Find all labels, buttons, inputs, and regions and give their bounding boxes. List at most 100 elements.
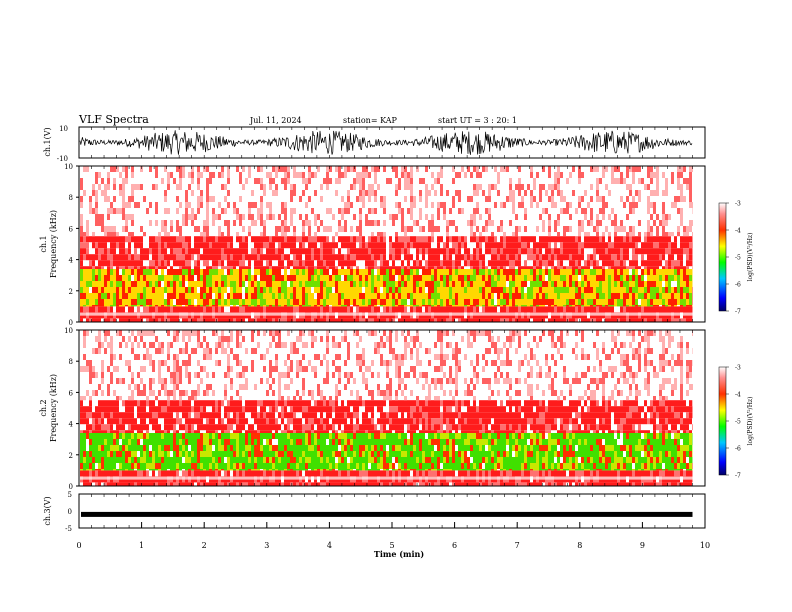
spectrogram-cell: [143, 451, 146, 457]
spectrogram-cell: [272, 166, 275, 172]
spectrogram-cell: [674, 266, 677, 269]
spectrogram-cell: [497, 266, 500, 269]
spectrogram-cell: [95, 430, 98, 433]
spectrogram-cell: [140, 400, 143, 407]
spectrogram-cell: [179, 457, 182, 463]
spectrogram-cell: [329, 254, 332, 261]
spectrogram-cell: [638, 266, 641, 269]
spectrogram-cell: [227, 190, 230, 196]
spectrogram-cell: [248, 281, 251, 287]
spectrogram-cell: [98, 406, 101, 413]
spectrogram-cell: [596, 318, 599, 322]
spectrogram-cell: [353, 269, 356, 275]
spectrogram-cell: [110, 236, 113, 243]
spectrogram-cell: [635, 299, 638, 305]
spectrogram-cell: [575, 236, 578, 243]
spectrogram-cell: [596, 287, 599, 293]
spectrogram-cell: [230, 348, 233, 354]
spectrogram-cell: [290, 236, 293, 243]
spectrogram-cell: [80, 470, 83, 477]
spectrogram-cell: [173, 287, 176, 293]
spectrogram-cell: [623, 202, 626, 208]
spectrogram-cell: [632, 242, 635, 249]
spectrogram-cell: [146, 451, 149, 457]
spectrogram-cell: [524, 242, 527, 249]
spectrogram-cell: [278, 299, 281, 305]
spectrogram-cell: [548, 196, 551, 202]
spectrogram-cell: [122, 208, 125, 214]
spectrogram-cell: [131, 184, 134, 190]
spectrogram-cell: [116, 396, 119, 401]
spectrogram-cell: [686, 287, 689, 293]
spectrogram-cell: [185, 299, 188, 305]
spectrogram-cell: [200, 242, 203, 249]
spectrogram-cell: [113, 418, 116, 425]
spectrogram-cell: [572, 190, 575, 196]
spectrogram-cell: [200, 412, 203, 419]
spectrogram-cell: [389, 293, 392, 299]
spectrogram-cell: [374, 260, 377, 267]
spectrogram-cell: [251, 305, 254, 307]
spectrogram-cell: [680, 254, 683, 261]
spectrogram-cell: [443, 214, 446, 220]
spectrogram-cell: [344, 202, 347, 208]
spectrogram-cell: [365, 214, 368, 220]
spectrogram-cell: [557, 232, 560, 237]
spectrogram-cell: [677, 226, 680, 232]
spectrogram-cell: [101, 366, 104, 372]
spectrogram-cell: [632, 236, 635, 243]
spectrogram-cell: [218, 214, 221, 220]
spectrogram-cell: [161, 220, 164, 226]
spectrogram-cell: [101, 412, 104, 419]
spectrogram-cell: [221, 305, 224, 307]
spectrogram-cell: [245, 269, 248, 275]
spectrogram-cell: [197, 482, 200, 486]
spectrogram-cell: [131, 439, 134, 445]
spectrogram-cell: [647, 166, 650, 172]
spectrogram-cell: [104, 424, 107, 431]
spectrogram-cell: [425, 184, 428, 190]
spectrogram-cell: [158, 242, 161, 249]
spectrogram-cell: [203, 275, 206, 281]
spectrogram-cell: [155, 166, 158, 172]
spectrogram-cell: [83, 406, 86, 413]
spectrogram-cell: [563, 318, 566, 322]
spectrogram-cell: [227, 445, 230, 451]
spectrogram-cell: [89, 281, 92, 287]
spectrogram-cell: [410, 172, 413, 178]
spectrogram-cell: [275, 166, 278, 172]
spectrogram-cell: [386, 260, 389, 267]
spectrogram-cell: [665, 232, 668, 237]
spectrogram-cell: [392, 299, 395, 305]
spectrogram-cell: [140, 412, 143, 419]
spectrogram-cell: [320, 305, 323, 307]
spectrogram-cell: [281, 287, 284, 293]
spectrogram-cell: [83, 281, 86, 287]
spectrogram-cell: [137, 242, 140, 249]
spectrogram-cell: [539, 248, 542, 255]
spectrogram-cell: [95, 336, 98, 342]
spectrogram-cell: [200, 281, 203, 287]
spectrogram-cell: [527, 266, 530, 269]
spectrogram-cell: [371, 248, 374, 255]
spectrogram-cell: [179, 418, 182, 425]
spectrogram-cell: [131, 236, 134, 243]
spectrogram-cell: [164, 424, 167, 431]
spectrogram-cell: [95, 390, 98, 396]
spectrogram-cell: [125, 463, 128, 469]
spectrogram-cell: [224, 208, 227, 214]
spectrogram-cell: [512, 281, 515, 287]
spectrogram-cell: [185, 430, 188, 433]
spectrogram-cell: [614, 305, 617, 307]
spectrogram-cell: [656, 178, 659, 184]
spectrogram-cell: [431, 232, 434, 237]
spectrogram-cell: [410, 190, 413, 196]
spectrogram-cell: [473, 254, 476, 261]
spectrogram-cell: [170, 266, 173, 269]
spectrogram-cell: [227, 482, 230, 486]
spectrogram-cell: [293, 281, 296, 287]
spectrogram-cell: [629, 275, 632, 281]
spectrogram-cell: [314, 248, 317, 255]
spectrogram-cell: [323, 178, 326, 184]
spectrogram-cell: [314, 236, 317, 243]
